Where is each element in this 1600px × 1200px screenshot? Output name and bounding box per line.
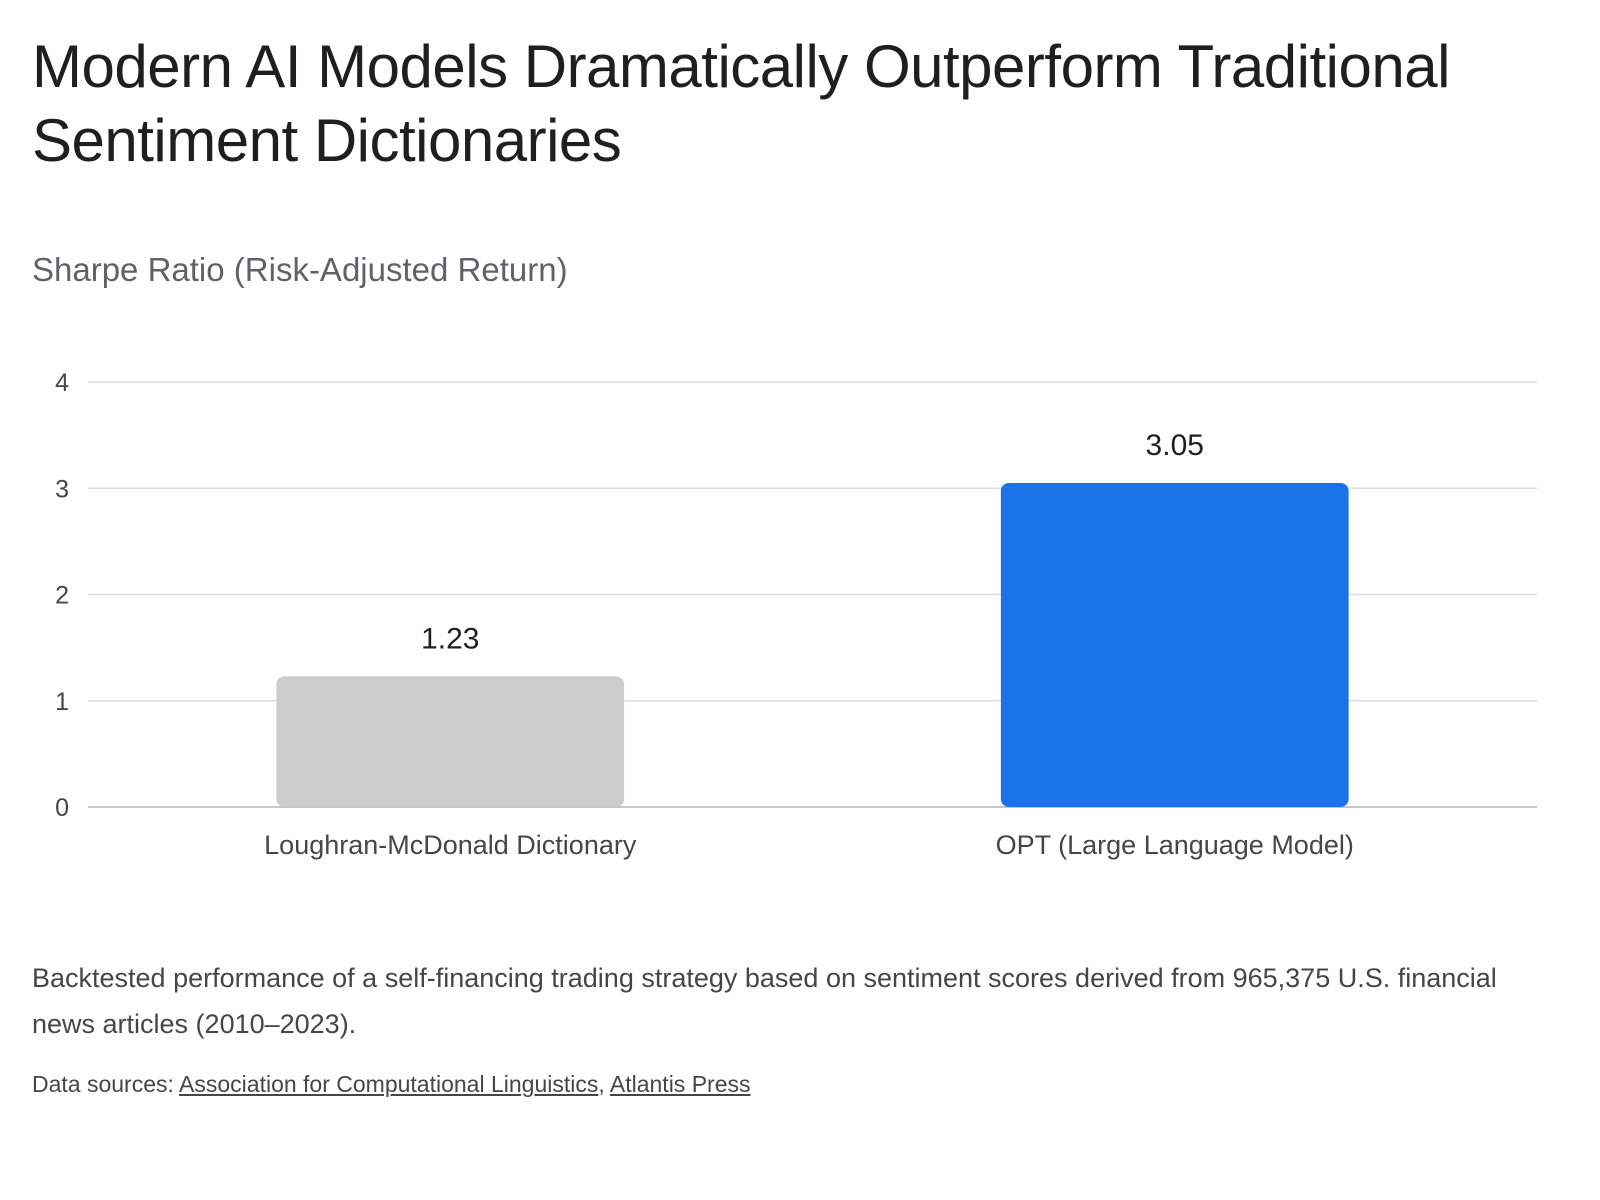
y-tick-label-1: 1: [55, 688, 69, 716]
source-link-atlantis-press[interactable]: Atlantis Press: [609, 1071, 751, 1097]
y-axis-ticks: 0 1 2 3 4: [55, 369, 69, 822]
x-axis-labels: Loughran-McDonald Dictionary OPT (Large L…: [264, 830, 1354, 860]
data-label-opt: 3.05: [1146, 429, 1204, 462]
chart-title: Modern AI Models Dramatically Outperform…: [32, 33, 1450, 174]
sources-prefix: Data sources:: [32, 1071, 180, 1097]
chart-subtitle: Sharpe Ratio (Risk-Adjusted Return): [32, 251, 568, 288]
data-labels: 1.23 3.05: [421, 429, 1204, 655]
source-link-acl[interactable]: Association for Computational Linguistic…: [179, 1071, 599, 1097]
bar-loughran-mcdonald[interactable]: [276, 676, 625, 807]
bar-opt[interactable]: [1000, 482, 1349, 807]
chart-caption: Backtested performance of a self-financi…: [32, 963, 1497, 1039]
x-category-label-loughran-mcdonald: Loughran-McDonald Dictionary: [264, 830, 637, 860]
y-tick-label-4: 4: [55, 369, 69, 397]
data-sources: Data sources: Association for Computatio…: [32, 1068, 750, 1100]
x-category-label-opt: OPT (Large Language Model): [996, 830, 1354, 860]
bars: [276, 482, 1349, 807]
sources-separator: ,: [598, 1071, 610, 1097]
y-tick-label-3: 3: [55, 475, 69, 503]
data-label-loughran-mcdonald: 1.23: [421, 622, 479, 655]
y-tick-label-2: 2: [55, 582, 69, 610]
bar-chart: 0 1 2 3 4 1.23 3.05 Loughran-McDonald Diction…: [55, 369, 1537, 860]
y-tick-label-0: 0: [55, 794, 69, 822]
